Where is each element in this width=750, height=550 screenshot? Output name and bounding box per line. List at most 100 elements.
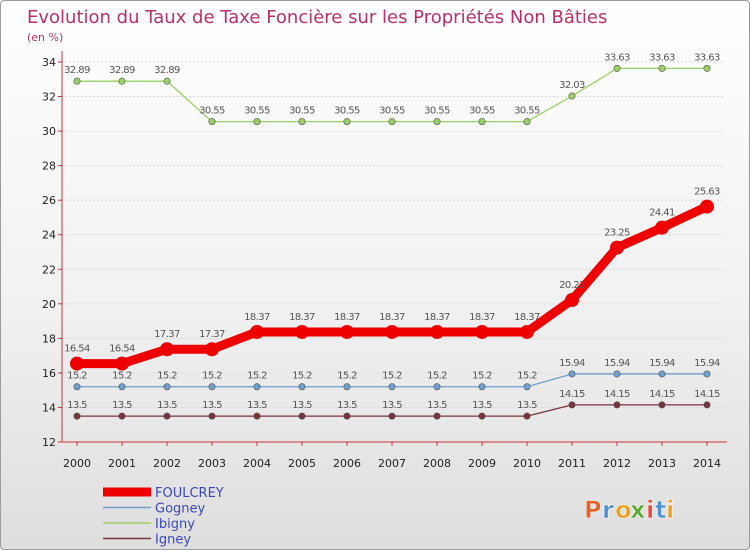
data-label-gogney: 15.2 [472, 371, 492, 382]
legend-label-ibigny: Ibigny [155, 517, 195, 532]
x-tick-label: 2011 [558, 457, 586, 470]
y-tick-label: 22 [42, 263, 56, 276]
data-label-igney: 14.15 [559, 389, 585, 400]
data-point-gogney [298, 383, 306, 391]
data-label-ibigny: 30.55 [379, 106, 405, 117]
data-label-ibigny: 30.55 [244, 106, 270, 117]
data-point-igney [523, 412, 531, 420]
logo-letter: i [646, 496, 654, 524]
data-label-igney: 13.5 [337, 400, 357, 411]
data-point-ibigny [658, 64, 666, 72]
data-label-igney: 13.5 [382, 400, 402, 411]
y-axis-unit: (en %) [27, 31, 63, 44]
data-point-gogney [433, 383, 441, 391]
legend-label-igney: Igney [155, 533, 191, 548]
legend-label-gogney: Gogney [155, 502, 206, 517]
data-point-foulcrey [475, 324, 489, 339]
data-point-ibigny [253, 118, 261, 126]
data-label-igney: 13.5 [202, 400, 222, 411]
data-label-igney: 14.15 [694, 389, 720, 400]
data-point-gogney [658, 370, 666, 378]
data-point-foulcrey [295, 324, 309, 339]
x-tick-label: 2006 [333, 457, 361, 470]
data-label-foulcrey: 25.63 [694, 187, 720, 198]
data-point-gogney [478, 383, 486, 391]
data-label-ibigny: 30.55 [334, 106, 360, 117]
y-tick-label: 28 [42, 160, 56, 173]
data-label-gogney: 15.94 [694, 358, 720, 369]
x-tick-label: 2002 [153, 457, 181, 470]
data-point-ibigny [163, 77, 171, 85]
data-label-foulcrey: 20.22 [559, 280, 585, 291]
data-point-igney [388, 412, 396, 420]
data-label-foulcrey: 17.37 [199, 329, 225, 340]
data-point-gogney [523, 383, 531, 391]
data-label-foulcrey: 17.37 [154, 329, 180, 340]
data-point-ibigny [73, 77, 81, 85]
x-tick-label: 2003 [198, 457, 226, 470]
data-point-gogney [568, 370, 576, 378]
data-label-foulcrey: 18.37 [289, 312, 315, 323]
data-label-gogney: 15.2 [202, 371, 222, 382]
data-label-foulcrey: 18.37 [334, 312, 360, 323]
y-tick-label: 16 [42, 367, 56, 380]
data-point-gogney [703, 370, 711, 378]
data-point-gogney [388, 383, 396, 391]
data-label-igney: 13.5 [472, 400, 492, 411]
data-label-igney: 14.15 [604, 389, 630, 400]
data-label-igney: 13.5 [112, 400, 132, 411]
data-point-ibigny [388, 118, 396, 126]
data-label-ibigny: 32.89 [154, 65, 180, 76]
data-label-gogney: 15.2 [382, 371, 402, 382]
data-point-foulcrey [430, 324, 444, 339]
data-label-igney: 13.5 [247, 400, 267, 411]
logo-letter: r [602, 496, 614, 524]
logo-letter: x [630, 496, 646, 524]
data-point-igney [343, 412, 351, 420]
data-point-gogney [253, 383, 261, 391]
data-point-ibigny [343, 118, 351, 126]
data-point-ibigny [568, 92, 576, 100]
data-label-foulcrey: 23.25 [604, 228, 630, 239]
data-point-igney [613, 401, 621, 409]
data-point-igney [118, 412, 126, 420]
data-point-igney [73, 412, 81, 420]
data-label-ibigny: 30.55 [514, 106, 540, 117]
data-point-ibigny [523, 118, 531, 126]
x-tick-label: 2005 [288, 457, 316, 470]
y-tick-label: 24 [42, 229, 56, 242]
data-point-ibigny [298, 118, 306, 126]
data-label-ibigny: 32.89 [64, 65, 90, 76]
data-point-gogney [343, 383, 351, 391]
y-tick-label: 30 [42, 125, 56, 138]
data-label-gogney: 15.2 [67, 371, 87, 382]
legend-label-foulcrey: FOULCREY [155, 486, 224, 501]
data-label-igney: 14.15 [649, 389, 675, 400]
data-point-igney [208, 412, 216, 420]
data-point-foulcrey [70, 356, 84, 371]
logo-letter: t [655, 496, 666, 524]
data-point-ibigny [613, 64, 621, 72]
data-point-foulcrey [700, 199, 714, 214]
x-tick-label: 2000 [63, 457, 91, 470]
data-point-gogney [73, 383, 81, 391]
data-point-ibigny [703, 64, 711, 72]
data-point-ibigny [208, 118, 216, 126]
x-tick-label: 2008 [423, 457, 451, 470]
x-tick-label: 2001 [108, 457, 136, 470]
data-point-ibigny [478, 118, 486, 126]
y-tick-label: 18 [42, 332, 56, 345]
data-point-gogney [163, 383, 171, 391]
data-label-ibigny: 30.55 [469, 106, 495, 117]
data-point-gogney [118, 383, 126, 391]
x-tick-label: 2004 [243, 457, 271, 470]
data-label-gogney: 15.2 [427, 371, 447, 382]
data-label-foulcrey: 18.37 [244, 312, 270, 323]
data-point-igney [253, 412, 261, 420]
data-label-igney: 13.5 [157, 400, 177, 411]
data-point-foulcrey [610, 240, 624, 255]
data-label-foulcrey: 16.54 [109, 344, 135, 355]
